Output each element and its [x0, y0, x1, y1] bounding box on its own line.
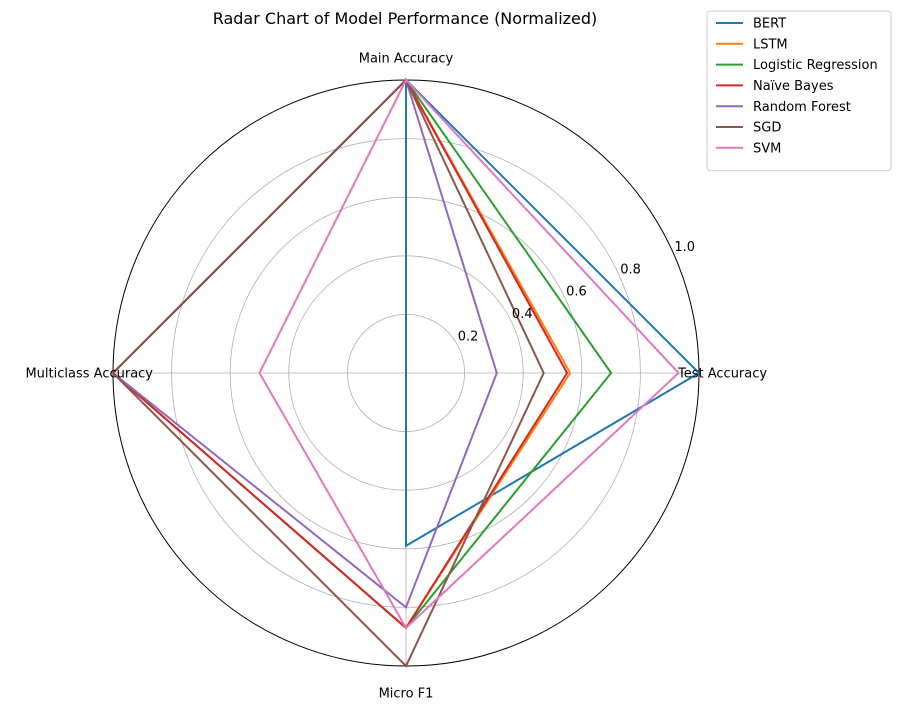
axis-labels: Main Accuracy Test Accuracy Micro F1 Multic… [25, 52, 767, 702]
radial-tick-label: 0.8 [620, 262, 641, 277]
series-line [258, 78, 680, 630]
series-line [111, 78, 569, 630]
radial-tick-label: 0.2 [458, 330, 479, 345]
radial-tick-label: 1.0 [674, 240, 695, 255]
series-line [405, 77, 701, 548]
series-lines [111, 77, 701, 668]
radial-tick-label: 0.4 [512, 307, 533, 322]
legend-label: Logistic Regression [753, 58, 878, 73]
legend-label: BERT [753, 17, 786, 32]
radial-tick-labels: 0.2 0.4 0.6 0.8 1.0 [458, 240, 695, 345]
legend: BERT LSTM Logistic Regression Naïve Bayes Ra… [706, 10, 892, 172]
series-line [111, 78, 572, 630]
legend-label: Random Forest [753, 100, 851, 115]
legend-label: SVM [753, 141, 781, 156]
legend-box [706, 10, 892, 172]
axis-label: Test Accuracy [677, 367, 767, 382]
legend-label: LSTM [753, 37, 788, 52]
series-line [111, 78, 613, 630]
legend-label: SGD [753, 121, 781, 136]
axis-label: Micro F1 [379, 687, 434, 702]
legend-label: Naïve Bayes [753, 79, 834, 94]
axis-label: Multiclass Accuracy [25, 367, 153, 382]
radial-tick-label: 0.6 [566, 285, 587, 300]
axis-label: Main Accuracy [359, 52, 454, 67]
series-line [111, 78, 545, 668]
series-line [111, 78, 498, 610]
chart-title: Radar Chart of Model Performance (Normal… [213, 9, 598, 28]
